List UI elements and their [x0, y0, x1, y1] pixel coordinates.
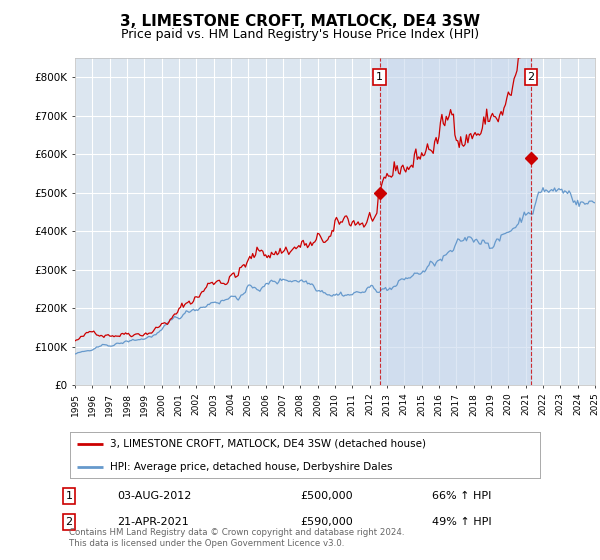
Text: 3, LIMESTONE CROFT, MATLOCK, DE4 3SW: 3, LIMESTONE CROFT, MATLOCK, DE4 3SW	[120, 14, 480, 29]
Text: 49% ↑ HPI: 49% ↑ HPI	[432, 517, 491, 527]
Text: HPI: Average price, detached house, Derbyshire Dales: HPI: Average price, detached house, Derb…	[110, 461, 392, 472]
Text: £500,000: £500,000	[300, 491, 353, 501]
Text: 66% ↑ HPI: 66% ↑ HPI	[432, 491, 491, 501]
Text: £590,000: £590,000	[300, 517, 353, 527]
Text: 1: 1	[65, 491, 73, 501]
Text: 03-AUG-2012: 03-AUG-2012	[117, 491, 191, 501]
Text: 1: 1	[376, 72, 383, 82]
Text: 3, LIMESTONE CROFT, MATLOCK, DE4 3SW (detached house): 3, LIMESTONE CROFT, MATLOCK, DE4 3SW (de…	[110, 438, 426, 449]
Text: Price paid vs. HM Land Registry's House Price Index (HPI): Price paid vs. HM Land Registry's House …	[121, 28, 479, 41]
Text: 21-APR-2021: 21-APR-2021	[117, 517, 189, 527]
Text: 2: 2	[65, 517, 73, 527]
Text: 2: 2	[527, 72, 535, 82]
Text: Contains HM Land Registry data © Crown copyright and database right 2024.
This d: Contains HM Land Registry data © Crown c…	[69, 528, 404, 548]
Bar	[380, 58, 531, 385]
